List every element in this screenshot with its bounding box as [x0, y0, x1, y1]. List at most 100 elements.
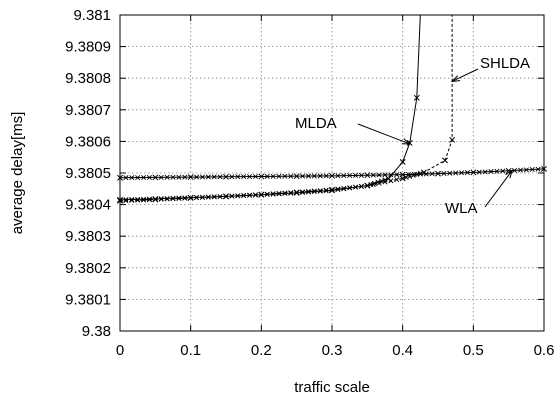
data-point-shlda	[335, 186, 341, 192]
data-point-shlda	[123, 198, 129, 204]
data-point-wla	[388, 172, 394, 178]
data-point-wla	[311, 173, 317, 179]
x-tick-label: 0	[116, 342, 124, 359]
y-tick-label: 9.3801	[65, 291, 111, 308]
data-point-shlda	[187, 195, 194, 201]
data-point-shlda	[403, 174, 409, 180]
data-point-wla	[146, 174, 152, 180]
data-point-wla	[329, 172, 335, 179]
data-point-wla	[347, 173, 353, 179]
data-point-wla	[293, 173, 300, 180]
data-point-shlda	[407, 173, 413, 179]
data-point-shlda	[264, 191, 270, 197]
data-point-shlda	[329, 186, 335, 193]
y-tick-label: 9.3802	[65, 260, 111, 277]
data-point-mlda	[382, 177, 388, 183]
data-point-wla	[453, 170, 459, 176]
data-point-wla	[394, 172, 400, 178]
data-point-mlda	[123, 197, 129, 203]
data-point-shlda	[317, 188, 323, 194]
data-point-shlda	[282, 190, 288, 196]
y-tick-label: 9.3805	[65, 165, 111, 182]
data-point-wla	[447, 170, 453, 176]
annotations: SHLDA MLDA WLA	[295, 55, 530, 217]
data-point-shlda	[211, 194, 217, 200]
data-point-wla	[205, 174, 211, 180]
axis-ticks: 0 0.1 0.2 0.3 0.4 0.5 0.6 9.38 9.3801 9.3802 9.380…	[65, 7, 554, 359]
data-point-wla	[429, 171, 435, 177]
data-point-wla	[199, 174, 205, 180]
data-point-wla	[323, 173, 329, 179]
series-line-mlda	[119, 14, 421, 201]
data-point-shlda	[376, 180, 382, 186]
annotation-arrow-mlda	[357, 123, 410, 145]
data-point-wla	[217, 174, 223, 180]
y-tick-label: 9.3809	[65, 39, 111, 56]
data-point-wla	[235, 174, 241, 180]
data-point-shlda	[235, 193, 241, 199]
data-point-shlda	[158, 196, 164, 202]
data-point-shlda	[176, 195, 182, 202]
data-point-wla	[423, 171, 429, 177]
data-point-wla	[470, 169, 477, 176]
data-point-shlda	[252, 192, 258, 198]
data-point-shlda	[305, 188, 311, 194]
data-point-shlda	[223, 193, 229, 200]
data-point-shlda	[341, 185, 347, 191]
data-point-wla	[229, 174, 235, 180]
data-point-shlda	[410, 172, 416, 178]
annotation-arrowhead-wla	[505, 169, 514, 179]
data-point-wla	[435, 170, 441, 177]
data-point-wla	[176, 174, 182, 180]
data-point-mlda	[399, 158, 406, 165]
data-point-wla	[535, 166, 541, 172]
data-point-wla	[264, 173, 270, 179]
data-point-wla	[358, 172, 364, 178]
data-point-wla	[500, 168, 506, 174]
data-point-shlda	[417, 170, 423, 176]
data-point-wla	[258, 173, 265, 180]
data-point-wla	[529, 167, 535, 173]
data-point-wla	[123, 175, 129, 181]
data-point-shlda	[364, 182, 371, 189]
annotation-arrow-shlda	[451, 68, 479, 82]
data-point-shlda	[135, 197, 141, 203]
data-point-shlda	[229, 193, 235, 199]
data-point-shlda	[370, 181, 376, 187]
data-point-shlda	[152, 196, 159, 203]
data-point-shlda	[270, 191, 276, 197]
annotation-label-shlda: SHLDA	[480, 55, 530, 72]
data-point-shlda	[276, 190, 282, 196]
data-point-wla	[252, 174, 258, 180]
data-point-wla	[488, 169, 494, 175]
data-point-wla	[288, 173, 294, 179]
data-point-mlda	[413, 94, 420, 101]
data-point-shlda	[382, 179, 388, 185]
data-point-wla	[170, 174, 176, 180]
grid	[120, 15, 544, 331]
data-point-wla	[305, 173, 311, 179]
y-tick-label: 9.3808	[65, 70, 111, 87]
y-tick-label: 9.3804	[65, 197, 111, 214]
data-point-wla	[211, 174, 217, 180]
data-point-mlda	[129, 197, 135, 203]
x-tick-label: 0.1	[180, 342, 201, 359]
data-point-shlda	[399, 175, 406, 182]
data-point-shlda	[129, 197, 135, 203]
data-point-wla	[370, 172, 376, 178]
data-point-wla	[194, 174, 200, 180]
data-point-shlda	[420, 169, 427, 176]
data-point-mlda	[135, 196, 141, 202]
data-point-wla	[482, 169, 488, 175]
data-point-mlda	[141, 196, 147, 202]
data-point-wla	[300, 173, 306, 179]
data-point-wla	[135, 175, 141, 181]
data-point-shlda	[141, 197, 147, 203]
data-point-shlda	[293, 189, 300, 196]
data-point-wla	[164, 174, 170, 180]
data-point-shlda	[182, 195, 188, 201]
data-point-shlda	[388, 178, 394, 184]
annotation-arrow-wla	[484, 170, 513, 208]
data-point-shlda	[164, 196, 170, 202]
